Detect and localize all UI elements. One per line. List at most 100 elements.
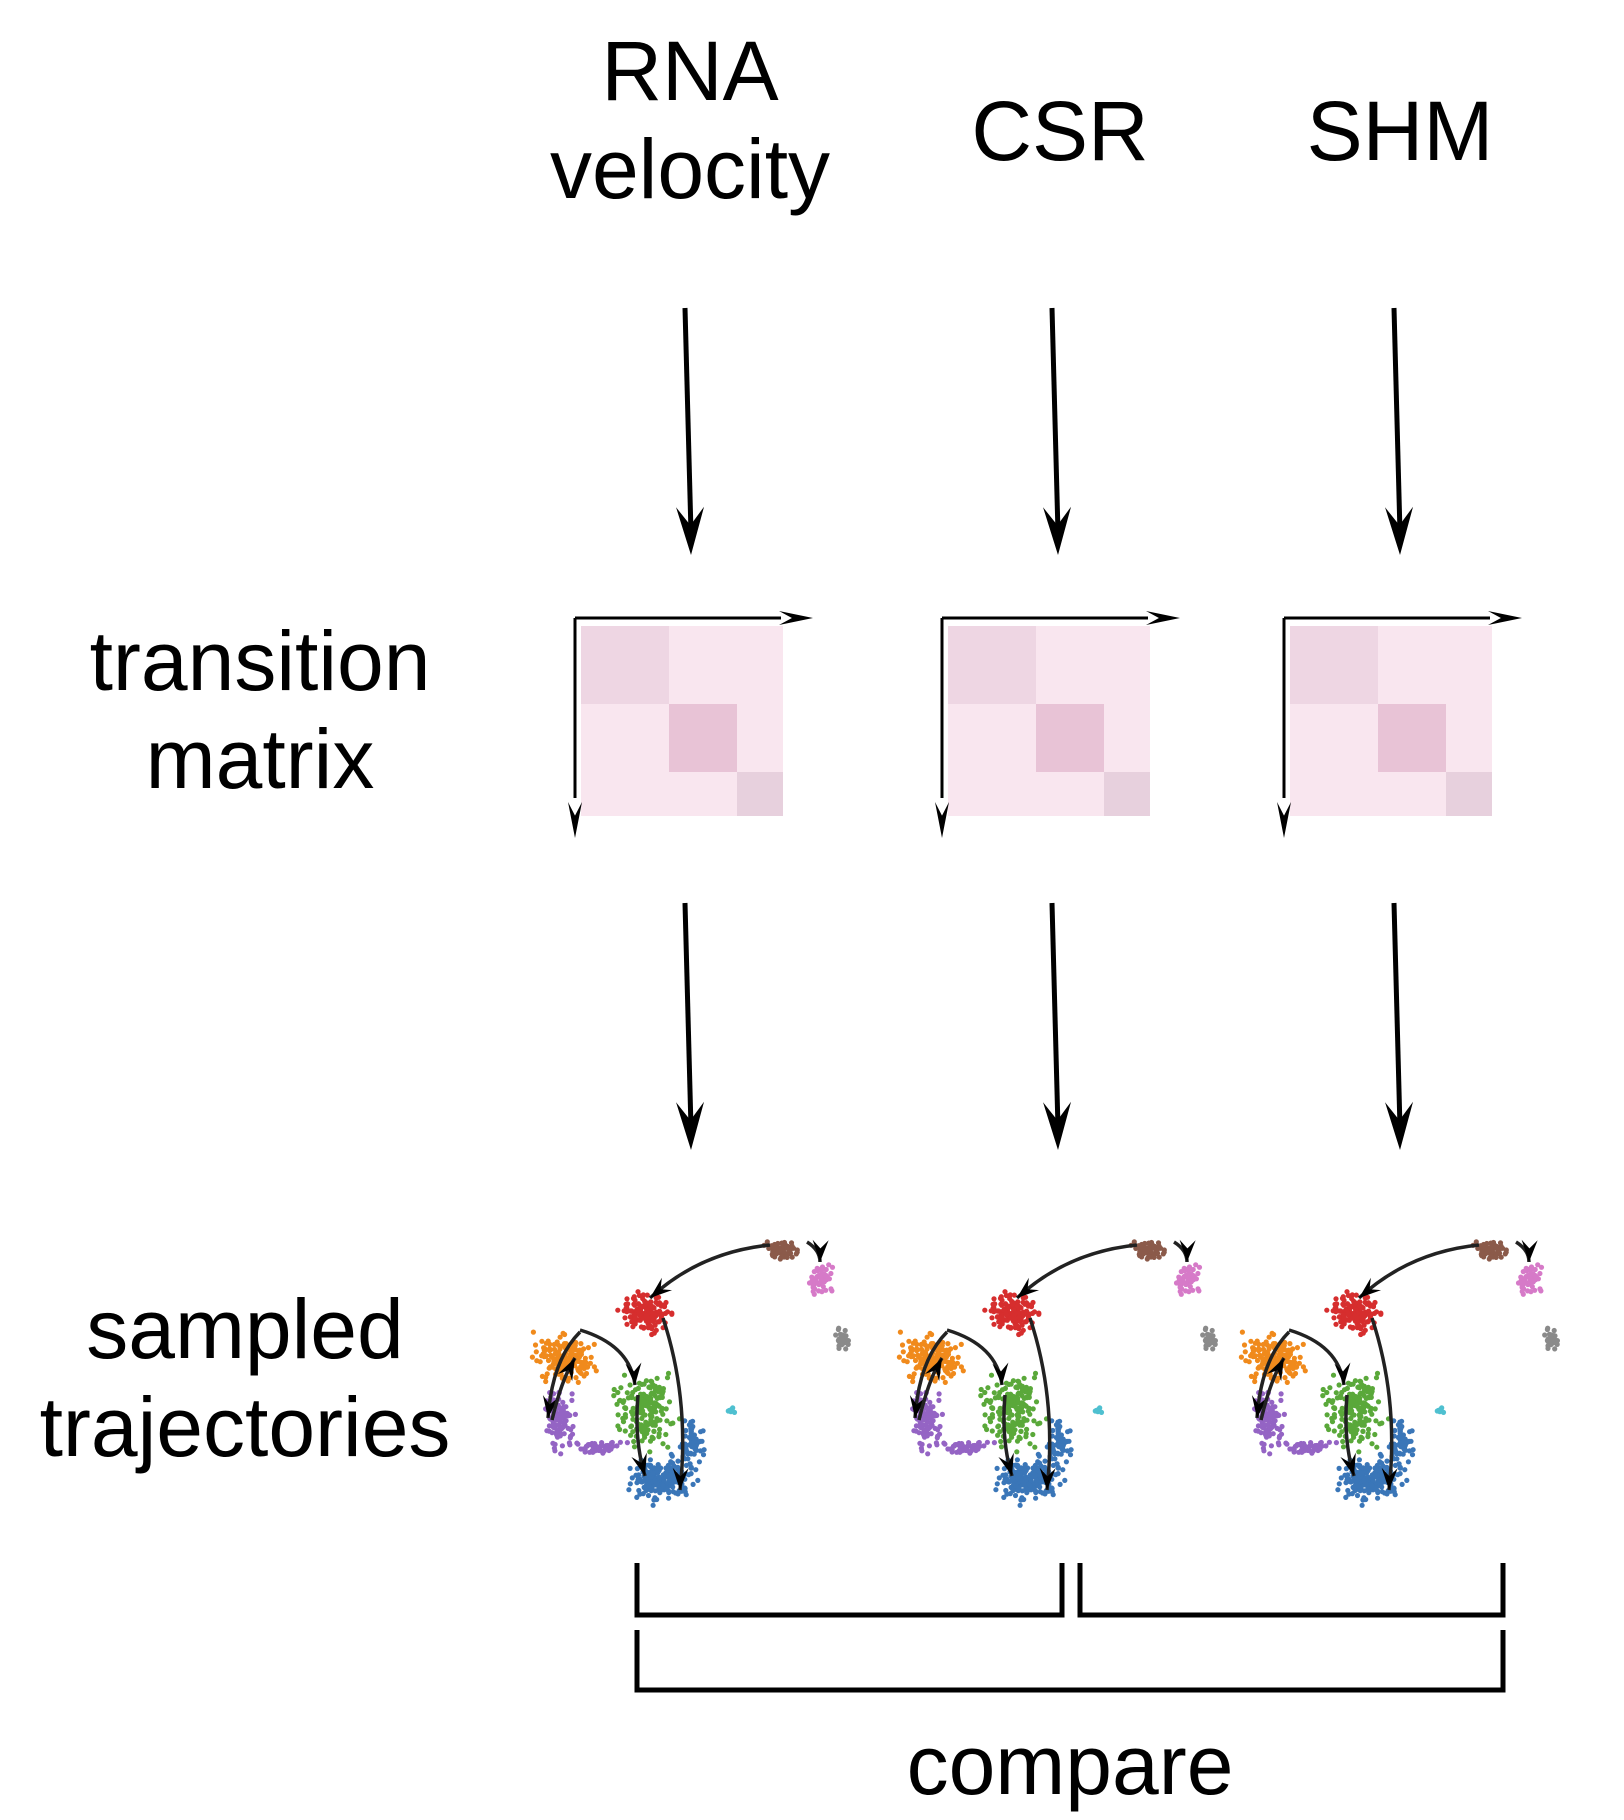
- cell-point: [1347, 1324, 1353, 1330]
- cell-point: [1035, 1459, 1041, 1465]
- cell-point: [779, 1240, 785, 1246]
- cell-point: [1357, 1396, 1363, 1402]
- cell-point: [663, 1406, 669, 1412]
- cell-point: [554, 1339, 560, 1345]
- cell-point: [1352, 1312, 1358, 1319]
- cell-point: [1535, 1262, 1541, 1268]
- cell-point: [650, 1502, 656, 1508]
- cell-point: [1006, 1438, 1012, 1444]
- cell-point: [1330, 1308, 1336, 1314]
- cell-point: [1055, 1428, 1061, 1434]
- cell-point: [936, 1347, 942, 1353]
- cell-point: [1264, 1428, 1270, 1434]
- cell-point: [1392, 1427, 1398, 1434]
- cell-point: [1365, 1310, 1372, 1316]
- cell-point: [1343, 1466, 1349, 1472]
- cell-point: [1190, 1266, 1196, 1273]
- cell-point: [960, 1368, 966, 1374]
- cell-point: [1357, 1488, 1363, 1494]
- cell-point: [634, 1466, 641, 1472]
- cell-point: [1161, 1249, 1167, 1255]
- cell-point: [1542, 1332, 1548, 1338]
- cell-point: [845, 1341, 851, 1347]
- cell-point: [683, 1427, 689, 1434]
- cell-point: [777, 1247, 784, 1253]
- cell-point: [1344, 1301, 1351, 1307]
- cell-point: [1292, 1370, 1299, 1377]
- cell-point: [1272, 1418, 1278, 1424]
- cell-point: [1275, 1440, 1281, 1446]
- cell-point: [569, 1391, 575, 1397]
- trajectory-plots: [529, 1239, 1560, 1508]
- flow-arrow-head: [676, 1101, 705, 1150]
- row-label-sampled-trajectories-line2: trajectories: [39, 1380, 451, 1474]
- cell-point: [1357, 1378, 1363, 1384]
- cell-point: [998, 1438, 1004, 1445]
- cell-point: [1366, 1300, 1372, 1307]
- cell-point: [630, 1405, 636, 1411]
- cell-point: [1351, 1412, 1357, 1418]
- cell-point: [1348, 1415, 1354, 1421]
- cell-point: [1060, 1447, 1066, 1453]
- cell-point: [949, 1355, 956, 1361]
- cell-point: [591, 1341, 597, 1347]
- cell-point: [978, 1393, 984, 1399]
- cell-point: [654, 1466, 660, 1472]
- cell-point: [997, 1416, 1003, 1422]
- cell-point: [1037, 1474, 1043, 1480]
- cell-point: [1031, 1375, 1038, 1381]
- cell-point: [603, 1446, 609, 1452]
- cell-point: [1179, 1279, 1185, 1285]
- cell-point: [1358, 1414, 1364, 1420]
- cell-point: [999, 1321, 1005, 1327]
- cell-point: [592, 1448, 598, 1454]
- cell-point: [933, 1440, 940, 1446]
- cell-point: [700, 1428, 706, 1434]
- cell-point: [576, 1348, 582, 1354]
- cell-point: [700, 1452, 707, 1458]
- cell-point: [1329, 1399, 1335, 1405]
- cell-point: [1007, 1292, 1013, 1298]
- cell-point: [631, 1444, 638, 1450]
- cell-point: [994, 1481, 1000, 1487]
- cell-point: [1369, 1389, 1375, 1395]
- cell-point: [1300, 1341, 1306, 1347]
- cell-point: [1349, 1292, 1355, 1298]
- cell-point: [622, 1405, 629, 1411]
- cell-point: [1277, 1427, 1283, 1433]
- cell-point: [936, 1397, 942, 1403]
- cell-point: [1340, 1294, 1346, 1300]
- cell-point: [1290, 1346, 1296, 1352]
- cell-point: [1212, 1341, 1218, 1347]
- cell-point: [566, 1440, 573, 1446]
- cell-point: [1033, 1477, 1040, 1483]
- cell-point: [689, 1443, 695, 1449]
- cell-point: [1363, 1418, 1369, 1424]
- cell-point: [615, 1389, 621, 1396]
- cell-point: [1353, 1402, 1360, 1408]
- cell-point: [682, 1485, 688, 1492]
- cell-point: [1021, 1375, 1027, 1381]
- cell-point: [1006, 1415, 1012, 1421]
- cell-point: [1009, 1412, 1015, 1418]
- cell-point: [659, 1394, 665, 1400]
- cell-point: [646, 1483, 652, 1489]
- cell-point: [652, 1422, 658, 1428]
- cell-point: [981, 1401, 987, 1407]
- cell-point: [925, 1405, 931, 1411]
- cell-point: [918, 1422, 924, 1428]
- cell-point: [664, 1465, 670, 1471]
- cell-point: [828, 1270, 834, 1277]
- cell-point: [1028, 1304, 1035, 1310]
- cell-point: [693, 1447, 699, 1453]
- cell-point: [1356, 1384, 1362, 1390]
- cell-point: [989, 1315, 995, 1321]
- cell-point: [1373, 1474, 1379, 1480]
- cell-point: [696, 1459, 703, 1465]
- cell-point: [1055, 1465, 1061, 1471]
- cell-point: [543, 1378, 549, 1385]
- trajectory-arrow-head: [1381, 1467, 1398, 1490]
- cell-point: [1396, 1461, 1402, 1467]
- cell-point: [1287, 1364, 1293, 1370]
